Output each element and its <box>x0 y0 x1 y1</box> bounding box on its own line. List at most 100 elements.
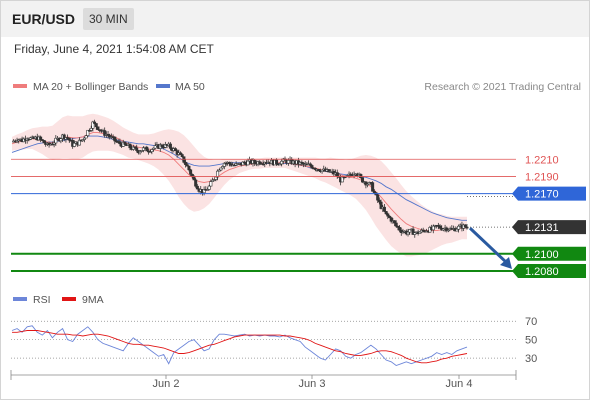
resistance-label: 1.2190 <box>525 171 559 183</box>
candle-body <box>413 232 417 235</box>
candle-body <box>327 169 331 173</box>
candlestick <box>317 168 321 172</box>
candle-body <box>72 142 76 147</box>
candle-body <box>152 147 156 150</box>
candle-body <box>455 228 459 232</box>
candle-body <box>133 146 137 149</box>
candle-body <box>278 163 282 166</box>
candle-body <box>398 227 402 231</box>
candlestick <box>280 158 284 167</box>
candle-body <box>441 228 445 231</box>
candle-body <box>209 181 213 187</box>
candle-body <box>457 225 461 230</box>
rsi-line <box>11 325 468 367</box>
candle-body <box>212 179 216 181</box>
candle-body <box>386 213 390 217</box>
candle-body <box>145 146 149 152</box>
candlestick <box>310 164 314 169</box>
candlestick <box>113 136 117 145</box>
candlestick <box>222 162 226 170</box>
candlestick <box>278 162 282 166</box>
candlestick <box>140 150 144 152</box>
current-price-label: 1.2131 <box>525 222 559 234</box>
candlestick <box>212 179 216 182</box>
support-label: 1.2100 <box>525 249 559 261</box>
candlestick <box>258 160 262 166</box>
candle-body <box>222 162 226 167</box>
candle-body <box>123 141 127 145</box>
candle-body <box>67 137 71 141</box>
x-tick-label: Jun 4 <box>446 378 473 390</box>
rsi-legend: RSI 9MA <box>13 294 104 306</box>
candlestick <box>118 138 122 147</box>
rsi-tick-label: 30 <box>525 353 537 365</box>
candle-body <box>317 168 321 171</box>
level-resistance: 1.2190 <box>11 171 559 183</box>
candle-body <box>359 174 363 178</box>
candle-body <box>371 182 375 192</box>
candle-body <box>214 176 218 180</box>
candle-body <box>406 231 410 235</box>
candle-body <box>179 152 183 155</box>
credit-label: Research © 2021 Trading Central <box>424 81 581 93</box>
candlestick <box>133 146 137 150</box>
candle-body <box>308 163 312 166</box>
candle-body <box>261 163 265 165</box>
candle-body <box>286 159 290 164</box>
timeframe-button[interactable]: 30 MIN <box>83 8 134 30</box>
candlestick <box>184 158 188 168</box>
candle-body <box>86 129 90 136</box>
candle-body <box>150 149 154 152</box>
candlestick <box>393 220 397 226</box>
candlestick <box>364 181 368 189</box>
candlestick <box>179 151 183 155</box>
candlestick <box>406 228 410 237</box>
level-resistance: 1.2210 <box>11 154 559 166</box>
candlestick <box>141 146 145 153</box>
candlestick <box>408 229 412 236</box>
candlestick <box>205 187 209 191</box>
candlestick <box>82 137 86 143</box>
candlestick <box>153 142 157 150</box>
candlestick <box>138 150 142 155</box>
candle-body <box>138 151 142 154</box>
candle-body <box>173 148 177 151</box>
candlestick <box>86 129 90 138</box>
candlestick <box>93 119 97 125</box>
rsi-ma-legend-label: 9MA <box>82 294 104 306</box>
candlestick <box>128 143 132 151</box>
level-support: 1.2080 <box>11 263 586 278</box>
candle-body <box>202 189 206 194</box>
candle-body <box>382 206 386 212</box>
candle-body <box>128 143 132 149</box>
candle-body <box>96 126 100 130</box>
candlestick <box>148 149 152 153</box>
level-pivot: 1.2170 <box>11 186 586 201</box>
candlestick <box>180 153 184 158</box>
candle-body <box>431 225 435 231</box>
candlestick <box>189 168 193 177</box>
candle-body <box>106 134 110 136</box>
forecast-arrow-head <box>500 256 512 269</box>
x-tick-label: Jun 3 <box>299 378 326 390</box>
rsi-ma-line <box>12 330 468 364</box>
candle-body <box>108 135 112 138</box>
candlestick <box>379 199 383 210</box>
candle-body <box>207 185 211 190</box>
candlestick <box>308 162 312 167</box>
candlestick <box>376 193 380 203</box>
rsi-tick-label: 70 <box>525 316 537 328</box>
candlestick <box>438 224 442 229</box>
candle-body <box>54 137 58 144</box>
candlestick <box>387 215 391 219</box>
x-axis: Jun 2 Jun 3 Jun 4 <box>10 370 517 390</box>
candle-body <box>227 162 231 165</box>
candle-body <box>195 185 199 190</box>
rsi-legend-label: RSI <box>33 294 51 306</box>
candlestick <box>106 131 110 139</box>
rsi-tick-label: 50 <box>525 335 537 347</box>
candle-body <box>216 170 220 178</box>
rsi-legend-swatch <box>13 297 27 301</box>
candlestick <box>209 179 213 187</box>
